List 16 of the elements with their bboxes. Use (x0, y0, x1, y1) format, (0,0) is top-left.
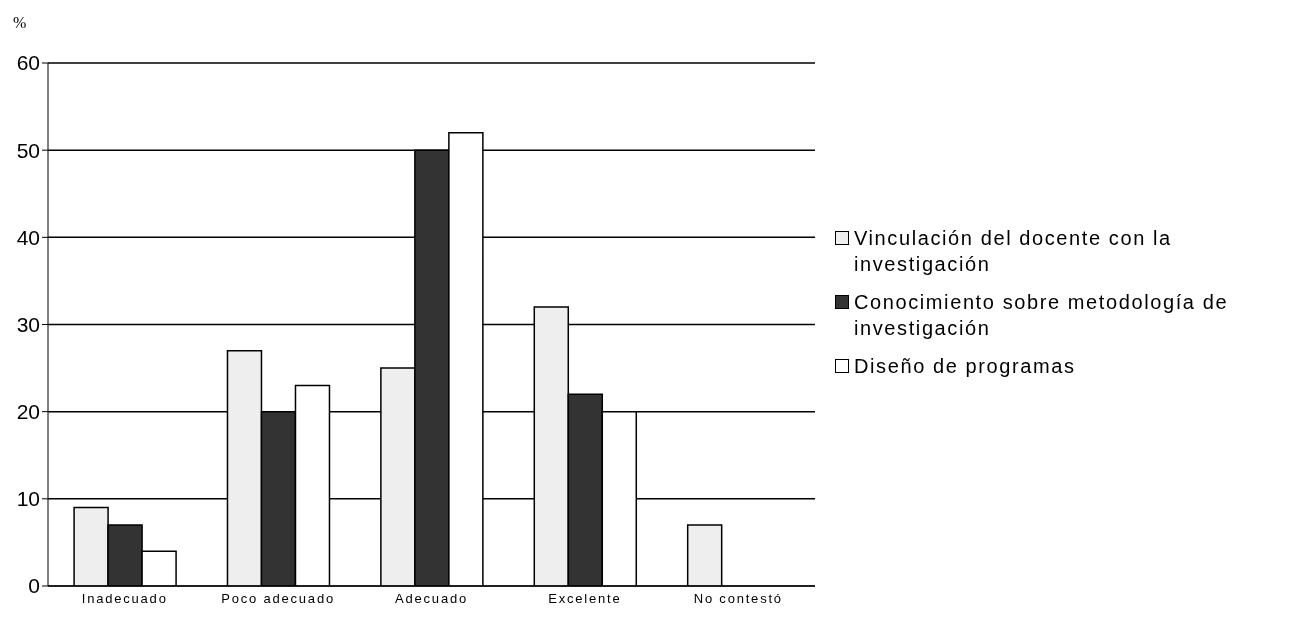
legend-label: Vinculación del docente con la investigación (854, 226, 1173, 277)
y-tick-label: 20 (16, 400, 40, 424)
y-tick-label: 0 (28, 574, 40, 598)
y-tick-label: 10 (16, 487, 40, 511)
y-tick-label: 40 (16, 225, 40, 249)
x-tick-label: No contestó (693, 591, 783, 607)
x-tick-label: Inadecuado (81, 591, 168, 607)
x-tick-label: Poco adecuado (221, 591, 335, 607)
y-axis-title: % (13, 14, 27, 31)
y-tick-label: 50 (16, 138, 40, 162)
x-tick-label: Adecuado (395, 591, 468, 607)
legend-label: Conocimiento sobre metodología de investigación (854, 290, 1230, 341)
y-tick-label: 30 (16, 312, 40, 336)
y-tick-label: 60 (16, 51, 40, 75)
legend-label: Diseño de programas (854, 354, 1076, 379)
x-tick-label: Excelente (548, 591, 622, 607)
